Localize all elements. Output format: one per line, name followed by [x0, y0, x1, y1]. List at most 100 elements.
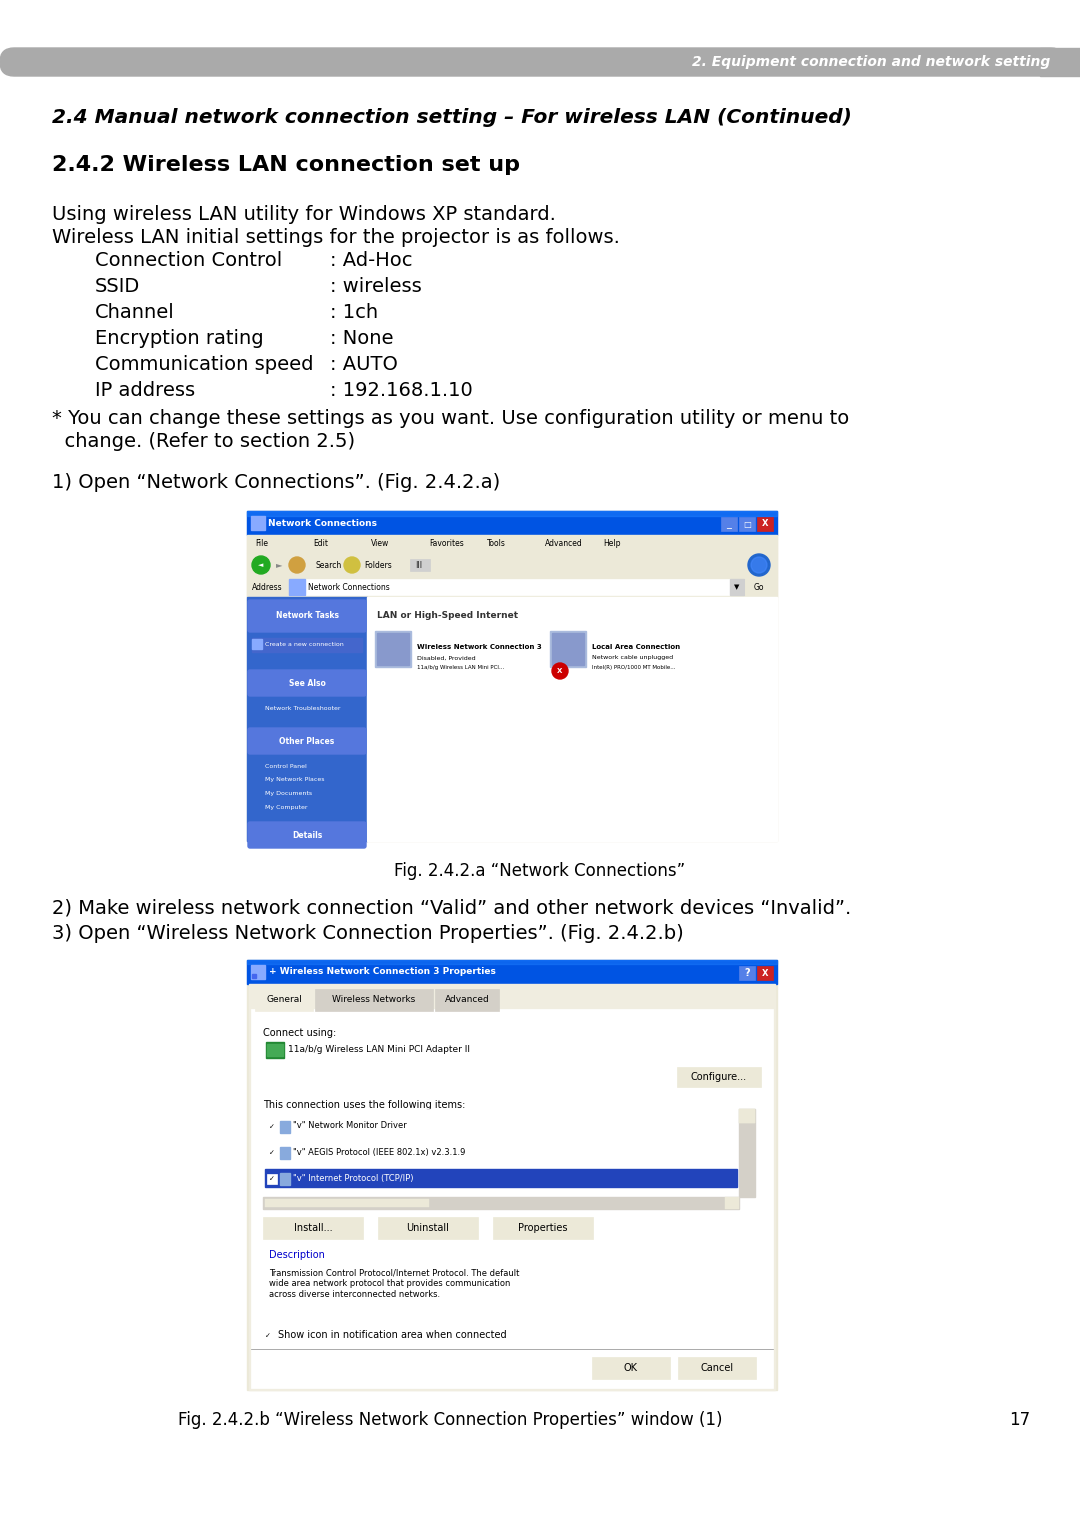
Text: Network cable unplugged: Network cable unplugged: [592, 656, 673, 660]
Text: : 1ch: : 1ch: [330, 303, 378, 322]
Text: General: General: [266, 996, 302, 1005]
Text: Connection Control: Connection Control: [95, 251, 282, 270]
Text: Network Connections: Network Connections: [257, 858, 324, 863]
Text: Search: Search: [315, 561, 341, 570]
Text: See Also: See Also: [288, 679, 325, 688]
Text: Using wireless LAN utility for Windows XP standard.: Using wireless LAN utility for Windows X…: [52, 205, 556, 224]
Bar: [410, 559, 430, 571]
Text: Install...: Install...: [294, 1223, 333, 1233]
Bar: [264, 1109, 755, 1196]
Text: Channel: Channel: [95, 303, 175, 322]
Text: "v" Network Monitor Driver: "v" Network Monitor Driver: [293, 1121, 407, 1131]
Text: Properties: Properties: [518, 1223, 568, 1233]
Bar: [264, 1216, 363, 1239]
Text: My Documents: My Documents: [265, 792, 312, 797]
Circle shape: [345, 558, 360, 573]
Text: ✓: ✓: [265, 1333, 271, 1339]
Bar: [550, 631, 586, 666]
FancyBboxPatch shape: [248, 601, 366, 633]
Circle shape: [552, 663, 568, 679]
Bar: [730, 579, 744, 594]
Bar: [247, 578, 777, 597]
Text: + Wireless Network Connection 3 Properties: + Wireless Network Connection 3 Properti…: [269, 968, 496, 976]
Text: 3) Open “Wireless Network Connection Properties”. (Fig. 2.4.2.b): 3) Open “Wireless Network Connection Pro…: [52, 924, 684, 944]
Text: View: View: [372, 539, 389, 548]
Text: Wireless LAN initial settings for the projector is as follows.: Wireless LAN initial settings for the pr…: [52, 228, 620, 247]
Bar: [264, 1039, 753, 1062]
Text: File: File: [255, 539, 268, 548]
Bar: [745, 579, 773, 594]
Bar: [435, 990, 499, 1011]
Text: "v" Internet Protocol (TCP/IP): "v" Internet Protocol (TCP/IP): [293, 1174, 414, 1183]
Text: Go: Go: [754, 582, 765, 591]
Bar: [252, 637, 362, 653]
Bar: [739, 1109, 755, 1196]
Text: 2. Equipment connection and network setting: 2. Equipment connection and network sett…: [692, 55, 1050, 69]
Text: Network Connections: Network Connections: [268, 518, 377, 527]
Bar: [280, 1147, 291, 1160]
Text: 2) Make wireless network connection “Valid” and other network devices “Invalid”.: 2) Make wireless network connection “Val…: [52, 898, 851, 918]
Bar: [249, 984, 775, 1390]
Text: Fig. 2.4.2.b “Wireless Network Connection Properties” window (1): Fig. 2.4.2.b “Wireless Network Connectio…: [178, 1411, 723, 1429]
Bar: [267, 1147, 276, 1158]
FancyBboxPatch shape: [248, 728, 366, 754]
Bar: [289, 579, 305, 594]
Bar: [267, 1043, 283, 1056]
Text: Control Panel: Control Panel: [265, 763, 307, 769]
Text: Advanced: Advanced: [445, 996, 489, 1005]
Text: _: _: [727, 519, 731, 529]
Circle shape: [751, 558, 767, 573]
Bar: [375, 631, 411, 666]
Text: Description: Description: [269, 1250, 325, 1259]
Bar: [289, 579, 731, 594]
Text: : AUTO: : AUTO: [330, 355, 397, 374]
Text: Network Tasks: Network Tasks: [275, 611, 338, 620]
Text: Tools: Tools: [487, 539, 505, 548]
Text: 2.4.2 Wireless LAN connection set up: 2.4.2 Wireless LAN connection set up: [52, 155, 519, 175]
Bar: [552, 633, 584, 665]
Bar: [377, 633, 409, 665]
Text: Folders: Folders: [364, 561, 392, 570]
Text: Advanced: Advanced: [545, 539, 583, 548]
Bar: [252, 639, 262, 650]
Text: X: X: [761, 968, 768, 977]
Text: : 192.168.1.10: : 192.168.1.10: [330, 381, 473, 400]
Text: X: X: [557, 668, 563, 674]
Text: Wireless Network Connection 3: Wireless Network Connection 3: [417, 643, 542, 650]
Bar: [725, 1196, 739, 1209]
Bar: [678, 1357, 756, 1379]
Text: 11a/b/g Wireless LAN Mini PCI Adapter II: 11a/b/g Wireless LAN Mini PCI Adapter II: [288, 1045, 470, 1054]
Bar: [251, 1010, 773, 1388]
Text: My Network Places: My Network Places: [265, 778, 324, 783]
Bar: [1040, 47, 1080, 77]
Text: 11a/b/g Wireless LAN Mini PCI...: 11a/b/g Wireless LAN Mini PCI...: [417, 665, 504, 671]
Text: Edit: Edit: [313, 539, 328, 548]
Bar: [247, 553, 777, 578]
Text: Fig. 2.4.2.a “Network Connections”: Fig. 2.4.2.a “Network Connections”: [394, 863, 686, 879]
Bar: [492, 1216, 593, 1239]
Text: 1) Open “Network Connections”. (Fig. 2.4.2.a): 1) Open “Network Connections”. (Fig. 2.4…: [52, 473, 500, 492]
Bar: [247, 512, 777, 516]
Text: ▼: ▼: [734, 584, 740, 590]
Text: ✓: ✓: [269, 1177, 275, 1183]
Text: Network Connections: Network Connections: [308, 582, 390, 591]
Bar: [739, 1109, 755, 1123]
Text: Address: Address: [252, 582, 283, 591]
Bar: [247, 512, 777, 535]
Bar: [757, 967, 773, 980]
Circle shape: [748, 555, 770, 576]
Bar: [267, 1121, 276, 1132]
Text: : None: : None: [330, 329, 393, 348]
Bar: [739, 967, 755, 980]
Text: Create a new connection: Create a new connection: [265, 642, 343, 648]
FancyBboxPatch shape: [248, 823, 366, 849]
Text: change. (Refer to section 2.5): change. (Refer to section 2.5): [52, 432, 355, 450]
Text: System Folder: System Folder: [257, 870, 302, 875]
Circle shape: [289, 558, 305, 573]
Bar: [247, 961, 777, 964]
Bar: [367, 597, 777, 841]
Text: Connect using:: Connect using:: [264, 1028, 336, 1039]
Circle shape: [252, 556, 270, 574]
Bar: [251, 516, 265, 530]
Text: Local Area Connection: Local Area Connection: [592, 643, 680, 650]
